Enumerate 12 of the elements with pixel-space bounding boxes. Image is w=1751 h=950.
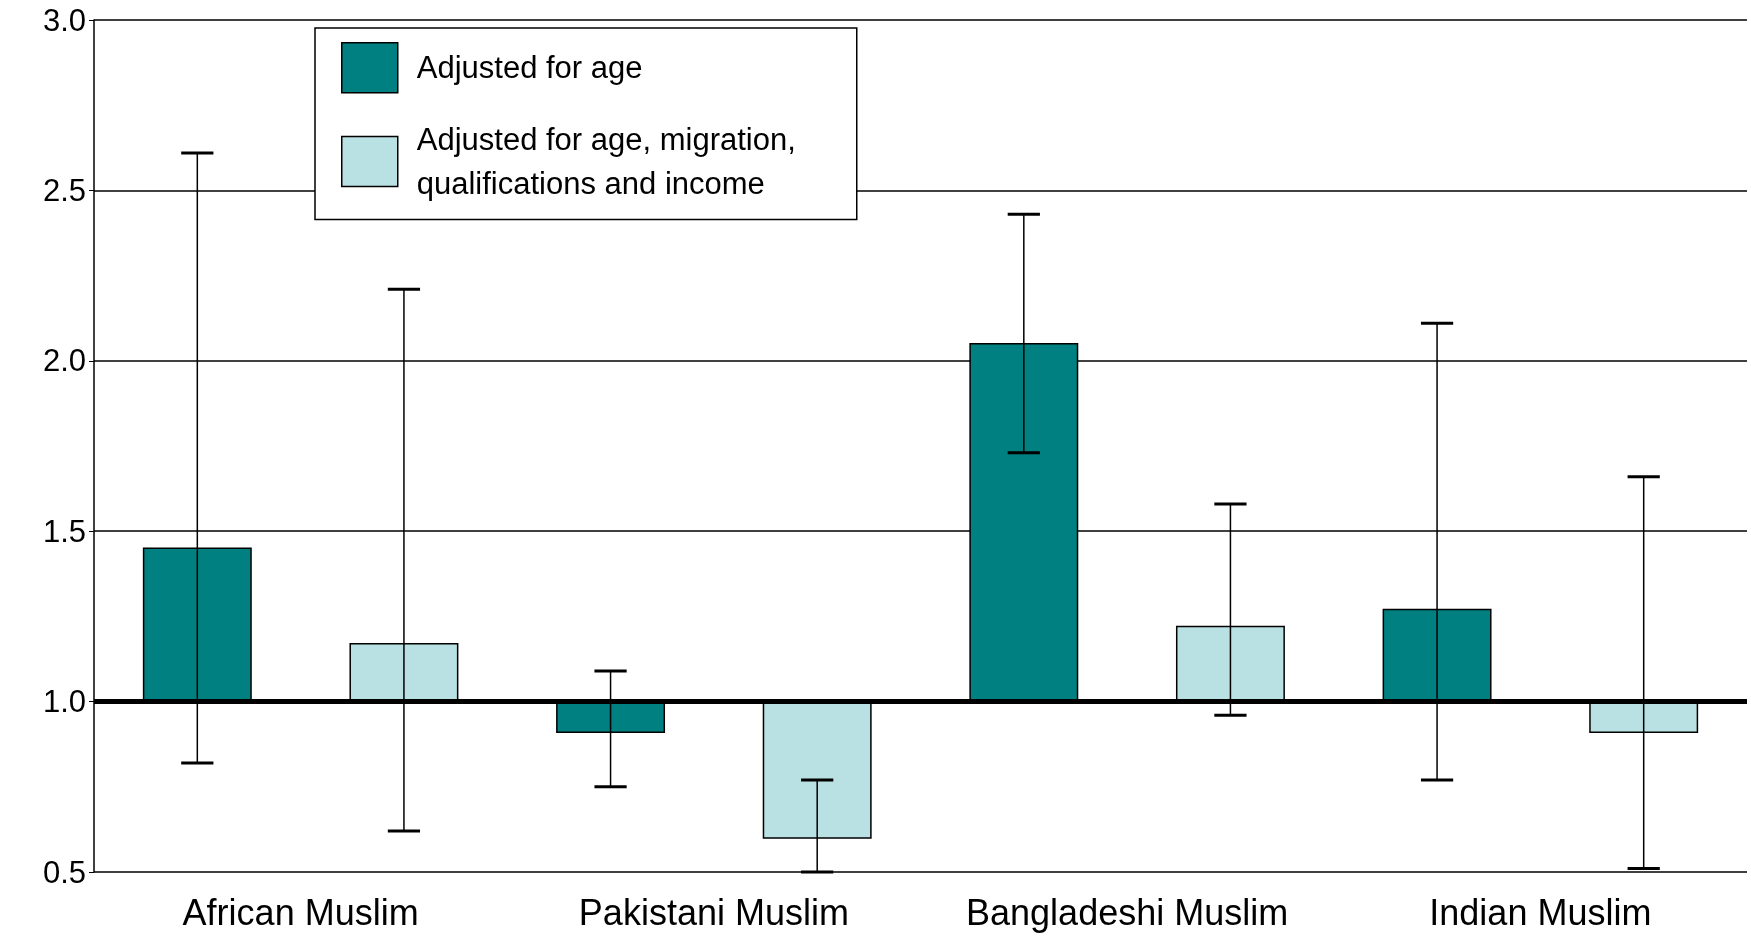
- y-tick-label: 0.5: [42, 854, 86, 890]
- y-tick-label: 2.0: [42, 343, 86, 379]
- x-tick-label: Indian Muslim: [1429, 891, 1652, 933]
- x-tick-label: Pakistani Muslim: [578, 891, 849, 933]
- legend-label: Adjusted for age, migration, qualifications and income: [416, 122, 805, 201]
- x-tick-label: African Muslim: [182, 891, 419, 933]
- y-tick-label: 1.5: [42, 513, 86, 549]
- x-tick-label: Bangladeshi Muslim: [966, 891, 1289, 933]
- legend-label: Adjusted for age: [416, 50, 643, 86]
- y-tick-label: 3.0: [42, 2, 86, 38]
- y-tick-label: 2.5: [42, 172, 86, 208]
- y-tick-label: 1.0: [42, 684, 86, 720]
